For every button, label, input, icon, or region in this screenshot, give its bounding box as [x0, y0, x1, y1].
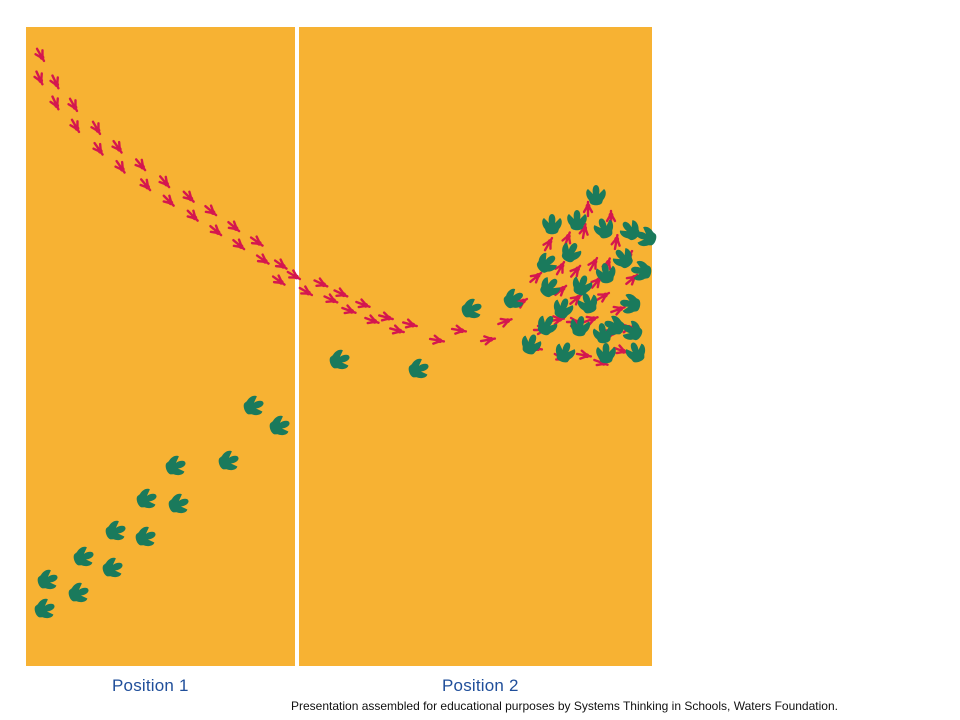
credit-text: Presentation assembled for educational p… [291, 699, 838, 713]
position-1-label: Position 1 [112, 676, 189, 695]
position-2-label: Position 2 [442, 676, 519, 695]
panel-divider [295, 27, 299, 666]
track-field [26, 27, 652, 666]
